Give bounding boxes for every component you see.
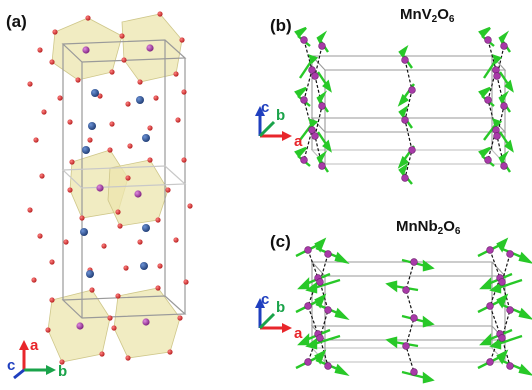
spins-b bbox=[294, 26, 514, 185]
axis-triad-c: c b a bbox=[255, 291, 303, 342]
axis-label-c: c bbox=[7, 357, 15, 374]
axis-label-a-b: a bbox=[294, 133, 303, 150]
panel-b-label: (b) bbox=[270, 16, 292, 35]
spin-structure-c: c b a bbox=[255, 237, 532, 384]
mn-atoms bbox=[76, 44, 154, 330]
axis-label-a: a bbox=[30, 337, 39, 354]
panel-b-title: MnV2O6 bbox=[400, 6, 455, 25]
spin-structure-b: c b a bbox=[255, 26, 514, 185]
spin-arrow bbox=[489, 278, 523, 294]
spin-arrow bbox=[489, 334, 523, 350]
mn-chains-c bbox=[307, 249, 511, 373]
axis-label-b: b bbox=[58, 363, 67, 380]
spin-arrow bbox=[499, 131, 514, 153]
axis-label-c-b: c bbox=[261, 99, 269, 116]
spin-arrow bbox=[499, 358, 532, 376]
crystal-structure-a: a b c bbox=[7, 11, 193, 380]
v-atoms bbox=[80, 89, 150, 278]
axis-triad-a: a b c bbox=[7, 337, 67, 380]
spin-arrow bbox=[317, 131, 332, 153]
spin-arrow bbox=[299, 118, 319, 141]
axis-label-c-c: c bbox=[261, 291, 269, 308]
axis-triad-b: c b a bbox=[255, 99, 303, 150]
unit-cell-b bbox=[310, 55, 507, 165]
axis-label-a-c: a bbox=[294, 325, 303, 342]
spin-arrow bbox=[483, 118, 503, 141]
panel-c: (c) MnNb2O6 bbox=[200, 200, 532, 390]
mn-atoms-b bbox=[300, 36, 508, 182]
panel-a: (a) bbox=[0, 0, 200, 390]
spin-arrow bbox=[299, 54, 319, 79]
spin-arrow bbox=[499, 71, 514, 93]
spin-arrow bbox=[305, 278, 341, 294]
panel-a-label: (a) bbox=[6, 12, 27, 31]
axis-label-b-b: b bbox=[276, 107, 285, 124]
panel-b: (b) MnV2O6 bbox=[200, 0, 532, 200]
oxygen-atoms bbox=[27, 11, 193, 365]
axis-label-b-c: b bbox=[276, 299, 285, 316]
spin-arrow bbox=[499, 246, 532, 264]
spin-arrow bbox=[305, 334, 341, 350]
spin-arrow bbox=[317, 71, 332, 93]
unit-cell bbox=[61, 39, 187, 319]
panel-c-title: MnNb2O6 bbox=[396, 218, 461, 237]
panel-c-label: (c) bbox=[270, 232, 291, 251]
octahedra-group bbox=[47, 13, 183, 363]
spin-arrow bbox=[483, 54, 503, 79]
mn-atoms-c bbox=[304, 246, 514, 376]
